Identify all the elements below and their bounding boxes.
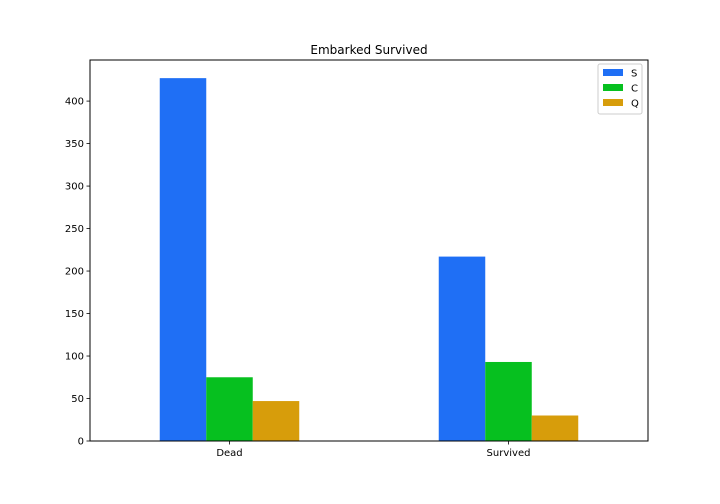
y-tick-label: 250	[65, 224, 84, 235]
axes-layer: 0 50 100 150 200 250 300 350 400 Dead Survived	[65, 59, 649, 459]
legend-label-C: C	[631, 84, 638, 95]
bar-S-dead	[159, 78, 207, 442]
y-tick-label: 400	[65, 97, 84, 108]
bar-S-survived	[438, 256, 486, 441]
y-tick-label: 50	[71, 394, 84, 405]
x-tick-label: Survived	[487, 448, 531, 459]
x-tick-label: Dead	[216, 448, 242, 459]
bars-layer	[159, 78, 579, 442]
bar-C-survived	[485, 361, 532, 441]
legend-label-S: S	[631, 69, 637, 80]
legend-swatch-S	[603, 69, 623, 76]
legend-swatch-Q	[603, 99, 623, 106]
y-tick-label: 0	[78, 437, 84, 448]
y-tick-label: 300	[65, 182, 84, 193]
y-tick-label: 200	[65, 267, 84, 278]
y-tick-label: 100	[65, 352, 84, 363]
bar-Q-dead	[252, 401, 300, 441]
legend: SCQ	[597, 63, 643, 115]
bar-Q-survived	[531, 415, 579, 441]
legend-label-Q: Q	[631, 99, 639, 110]
y-tick-label: 350	[65, 139, 84, 150]
plot-frame	[89, 59, 649, 442]
legend-swatch-C	[603, 84, 623, 91]
y-tick-label: 150	[65, 309, 84, 320]
chart-title: Embarked Survived	[310, 43, 427, 57]
bar-C-dead	[206, 377, 253, 441]
